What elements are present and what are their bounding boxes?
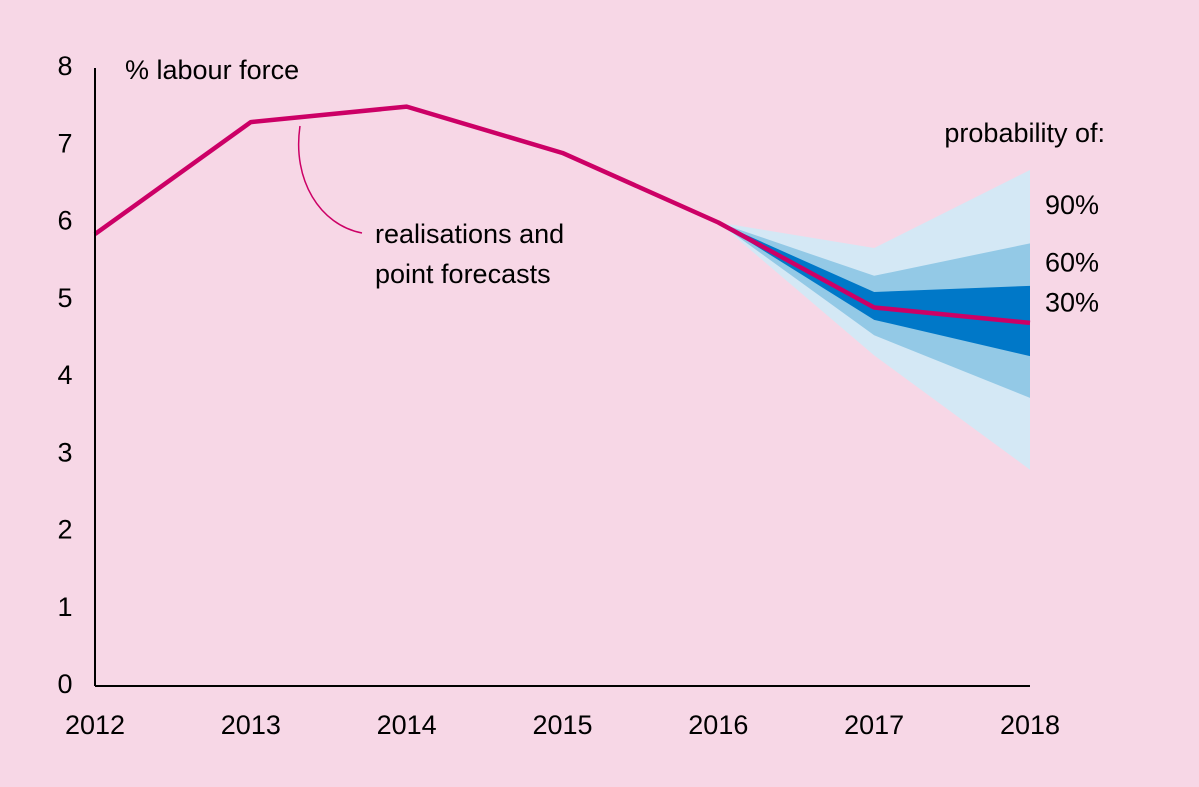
y-axis-label: % labour force bbox=[125, 55, 299, 85]
y-tick-label: 1 bbox=[57, 592, 72, 622]
fan-band bbox=[718, 222, 1030, 357]
y-tick-label: 8 bbox=[57, 51, 72, 81]
annotation-leader bbox=[298, 125, 363, 234]
x-tick-label: 2017 bbox=[844, 710, 904, 740]
x-tick-label: 2012 bbox=[65, 710, 125, 740]
y-tick-label: 7 bbox=[57, 128, 72, 158]
y-tick-label: 5 bbox=[57, 283, 72, 313]
legend-title: probability of: bbox=[944, 118, 1105, 148]
y-tick-label: 0 bbox=[57, 669, 72, 699]
band-label: 90% bbox=[1045, 190, 1099, 220]
x-tick-label: 2018 bbox=[1000, 710, 1060, 740]
band-label: 30% bbox=[1045, 288, 1099, 318]
y-tick-label: 3 bbox=[57, 437, 72, 467]
line bbox=[93, 104, 1031, 326]
x-tick-label: 2016 bbox=[688, 710, 748, 740]
annotation: point forecasts bbox=[375, 259, 551, 289]
x-tick-label: 2015 bbox=[532, 710, 592, 740]
band-label: 60% bbox=[1045, 248, 1099, 278]
y-tick-label: 6 bbox=[57, 206, 72, 236]
y-tick-label: 4 bbox=[57, 360, 72, 390]
annotation: realisations and bbox=[375, 219, 564, 249]
x-tick-label: 2014 bbox=[377, 710, 437, 740]
x-tick-label: 2013 bbox=[221, 710, 281, 740]
y-tick-label: 2 bbox=[57, 515, 72, 545]
